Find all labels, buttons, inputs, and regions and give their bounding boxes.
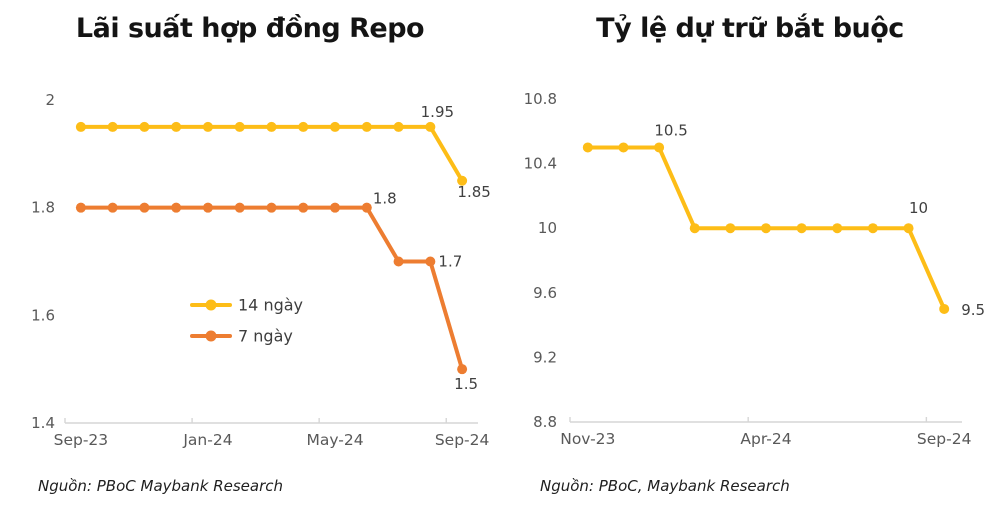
x-axis-label-sep-24: Sep-24: [435, 431, 490, 449]
series-marker-7-ngày: [234, 202, 245, 213]
series-marker-14-ngày: [139, 121, 150, 132]
data-label-10: 10: [909, 199, 928, 217]
rrr-line-chart: Nov-23 Apr-24 Sep-24 10.8 10.4 10 9.6 9.2 8.8 10.…: [524, 90, 986, 448]
series-marker-rrr: [903, 223, 914, 234]
chart-panel-repo: Lãi suất hợp đồng Repo Sep-23 Jan-24 May-2…: [31, 13, 491, 495]
series-marker-7-ngày: [266, 202, 277, 213]
series-marker-7-ngày: [393, 256, 404, 267]
legend-marker-14-ngày: [205, 299, 217, 311]
source-note-rrr: Nguồn: PBoC, Maybank Research: [540, 477, 790, 495]
series-marker-14-ngày: [234, 121, 245, 132]
series-marker-7-ngày: [330, 202, 341, 213]
series-marker-7-ngày: [457, 364, 468, 375]
data-label-9-5: 9.5: [961, 301, 985, 319]
x-axis-label-sep-23: Sep-23: [54, 431, 109, 449]
series-marker-rrr: [761, 223, 771, 234]
series-marker-7-ngày: [298, 202, 309, 213]
series-marker-14-ngày: [457, 175, 468, 186]
repo-line-chart: Sep-23 Jan-24 May-24 Sep-24 2 1.8 1.6 1.4 1.95 1.…: [31, 91, 491, 449]
source-note-repo: Nguồn: PBoC Maybank Research: [38, 477, 284, 495]
series-marker-7-ngày: [202, 202, 213, 213]
series-marker-14-ngày: [202, 121, 213, 132]
series-marker-rrr: [867, 223, 878, 234]
x-axis-label-sep-24: Sep-24: [917, 430, 972, 448]
legend-label-7-ngày: 7 ngày: [238, 327, 293, 346]
series-marker-rrr: [832, 223, 843, 234]
data-label-1-85: 1.85: [457, 183, 490, 201]
y-axis-label-1.8: 1.8: [31, 199, 55, 217]
y-axis-label-1.4: 1.4: [31, 414, 55, 432]
data-label-1-8: 1.8: [373, 190, 397, 208]
series-marker-7-ngày: [425, 256, 436, 267]
y-axis-label-8.8: 8.8: [533, 413, 557, 431]
y-axis-label-10.8: 10.8: [524, 90, 557, 108]
x-axis-label-jan-24: Jan-24: [182, 431, 232, 449]
data-label-10-5: 10.5: [654, 121, 687, 139]
legend-label-14-ngày: 14 ngày: [238, 296, 303, 315]
series-marker-rrr: [796, 223, 807, 234]
y-axis-label-9.2: 9.2: [533, 348, 557, 366]
series-marker-14-ngày: [425, 121, 436, 132]
series-marker-14-ngày: [266, 121, 277, 132]
x-axis-label-nov-23: Nov-23: [560, 430, 615, 448]
data-label-1-7: 1.7: [438, 253, 462, 271]
y-axis-label-2: 2: [45, 91, 55, 109]
series-marker-rrr: [582, 142, 593, 153]
y-axis-label-10: 10: [538, 219, 557, 237]
series-marker-14-ngày: [361, 121, 372, 132]
legend-marker-7-ngày: [205, 330, 217, 342]
data-label-1-95: 1.95: [421, 103, 454, 121]
series-marker-rrr: [654, 142, 665, 153]
series-marker-7-ngày: [139, 202, 150, 213]
series-marker-rrr: [618, 142, 629, 153]
series-marker-7-ngày: [171, 202, 182, 213]
series-marker-7-ngày: [75, 202, 86, 213]
series-marker-rrr: [689, 223, 700, 234]
series-marker-rrr: [939, 303, 950, 314]
x-axis-label-may-24: May-24: [306, 431, 363, 449]
chart-panel-rrr: Tỷ lệ dự trữ bắt buộc Nov-23 Apr-24 Sep-24…: [500, 0, 1000, 518]
chart-title-rrr: Tỷ lệ dự trữ bắt buộc: [596, 13, 904, 44]
series-marker-rrr: [725, 223, 736, 234]
series-marker-14-ngày: [393, 121, 404, 132]
y-axis-label-9.6: 9.6: [533, 284, 557, 302]
series-marker-14-ngày: [75, 121, 86, 132]
x-axis-label-apr-24: Apr-24: [740, 430, 791, 448]
series-marker-7-ngày: [361, 202, 372, 213]
y-axis-label-10.4: 10.4: [524, 155, 557, 173]
y-axis-label-1.6: 1.6: [31, 306, 55, 324]
series-marker-7-ngày: [107, 202, 118, 213]
series-marker-14-ngày: [298, 121, 309, 132]
series-marker-14-ngày: [107, 121, 118, 132]
series-line-14-ngày: [78, 124, 465, 183]
chart-title-repo: Lãi suất hợp đồng Repo: [75, 13, 425, 44]
series-marker-14-ngày: [171, 121, 182, 132]
series-marker-14-ngày: [330, 121, 341, 132]
data-label-1-5: 1.5: [454, 375, 478, 393]
